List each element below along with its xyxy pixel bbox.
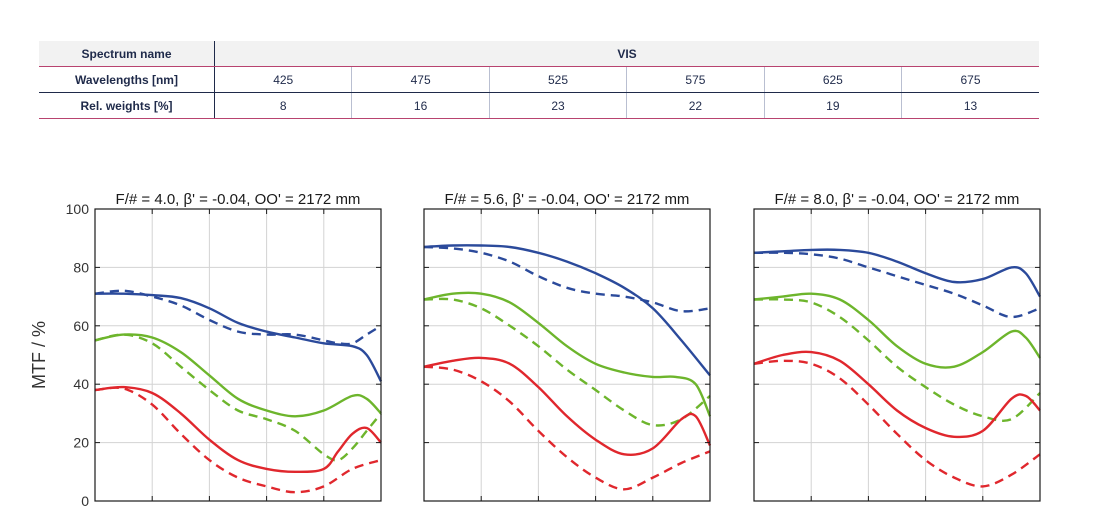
y-tick-label: 40	[73, 376, 89, 392]
y-tick-label: 100	[66, 201, 90, 217]
mtf-series-line	[94, 386, 382, 494]
y-axis-label: MTF / %	[29, 321, 49, 389]
wavelength-cell: 525	[488, 66, 627, 93]
mtf-series-line	[753, 251, 1041, 319]
weight-cell: 23	[488, 92, 627, 119]
y-tick-label: 20	[73, 435, 89, 451]
mtf-series-line	[423, 356, 712, 456]
mtf-series-line	[753, 350, 1041, 439]
weight-cell: 19	[763, 92, 902, 119]
weights-label: Rel. weights [%]	[39, 92, 215, 119]
spectrum-name-label: Spectrum name	[39, 41, 215, 67]
wavelength-cell: 475	[351, 66, 490, 93]
mtf-series-line	[423, 365, 711, 491]
mtf-panel-2: F/# = 5.6, β' = -0.04, OO' = 2172 mm	[423, 191, 712, 502]
mtf-series-line	[94, 385, 382, 474]
spectrum-table: Spectrum name VIS Wavelengths [nm] 425 4…	[39, 41, 1039, 119]
wavelength-cell: 425	[213, 66, 352, 93]
mtf-series-line	[423, 245, 711, 313]
mtf-series-line	[753, 248, 1042, 298]
y-tick-label: 80	[73, 259, 89, 275]
mtf-series-line	[753, 298, 1041, 422]
plot-frame	[753, 208, 1041, 502]
mtf-series-line	[753, 359, 1041, 488]
chart-title: F/# = 8.0, β' = -0.04, OO' = 2172 mm	[775, 191, 1020, 208]
wavelength-cell: 625	[763, 66, 902, 93]
weight-cell: 8	[213, 92, 352, 119]
y-tick-label: 0	[81, 493, 89, 509]
plot-frame	[423, 208, 711, 502]
wavelength-cell: 675	[901, 66, 1039, 93]
weight-cell: 16	[351, 92, 490, 119]
mtf-series-line	[423, 297, 711, 427]
spectrum-name-value: VIS	[214, 41, 1039, 67]
wavelengths-label: Wavelengths [nm]	[39, 66, 215, 93]
weights-row: Rel. weights [%] 8 16 23 22 19 13	[39, 92, 1039, 119]
mtf-series-line	[753, 292, 1041, 369]
chart-title: F/# = 5.6, β' = -0.04, OO' = 2172 mm	[445, 191, 690, 208]
mtf-series-line	[94, 289, 382, 346]
mtf-panel-3: F/# = 8.0, β' = -0.04, OO' = 2172 mm	[753, 191, 1042, 502]
mtf-series-line	[94, 333, 382, 462]
mtf-series-line	[94, 292, 383, 382]
chart-title: F/# = 4.0, β' = -0.04, OO' = 2172 mm	[116, 191, 361, 208]
wavelengths-row: Wavelengths [nm] 425 475 525 575 625 675	[39, 66, 1039, 93]
plot-frame	[94, 208, 382, 502]
y-tick-label: 60	[73, 318, 89, 334]
mtf-series-line	[423, 291, 712, 417]
mtf-panel-1: F/# = 4.0, β' = -0.04, OO' = 2172 mm 0 20 4…	[29, 191, 383, 509]
weight-cell: 13	[901, 92, 1039, 119]
weight-cell: 22	[626, 92, 765, 119]
spectrum-name-row: Spectrum name VIS	[39, 41, 1039, 67]
mtf-series-line	[423, 244, 711, 377]
mtf-series-line	[94, 333, 382, 418]
wavelength-cell: 575	[626, 66, 765, 93]
